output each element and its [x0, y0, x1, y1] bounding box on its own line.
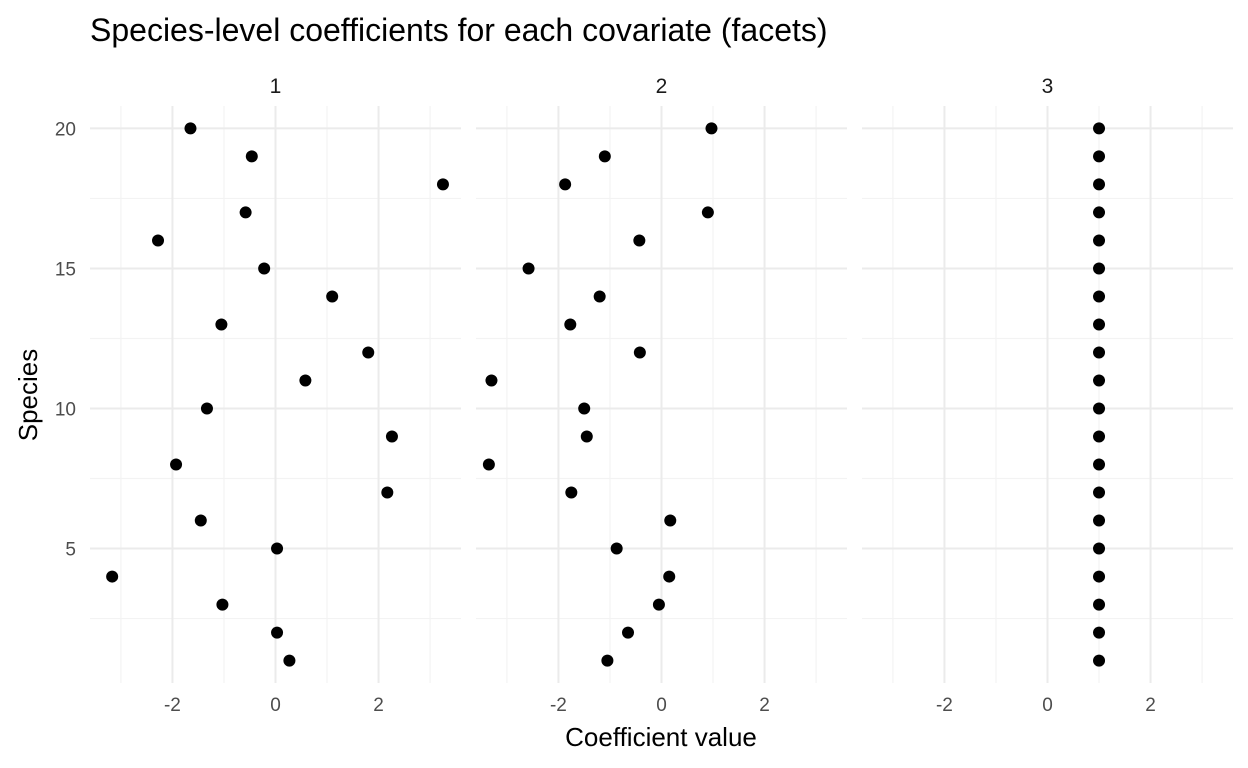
data-point [1093, 654, 1106, 667]
data-point [1093, 150, 1106, 163]
data-point [215, 318, 228, 331]
chart-title: Species-level coefficients for each cova… [90, 12, 828, 48]
y-axis-title: Species [13, 349, 43, 442]
data-point [271, 626, 284, 639]
data-point [652, 598, 665, 611]
data-point [152, 234, 165, 247]
y-tick-label: 5 [65, 540, 76, 561]
data-point [622, 626, 635, 639]
data-point [216, 598, 229, 611]
data-point [258, 262, 271, 275]
x-tick-label: 0 [270, 695, 281, 716]
data-point [559, 178, 572, 191]
data-point [184, 122, 197, 135]
x-tick-label: 2 [759, 695, 770, 716]
data-point [106, 570, 119, 583]
x-tick-label: 0 [656, 695, 667, 716]
facet-label: 2 [656, 75, 668, 98]
x-axis-title: Coefficient value [565, 722, 757, 752]
data-point [1093, 122, 1106, 135]
data-point [1093, 178, 1106, 191]
data-point [633, 234, 646, 247]
data-point [482, 458, 495, 471]
data-point [326, 290, 339, 303]
y-tick-label: 10 [55, 400, 76, 421]
data-point [436, 178, 449, 191]
x-tick-label: -2 [550, 695, 567, 716]
data-point [601, 654, 614, 667]
data-point [381, 486, 394, 499]
data-point [1093, 262, 1106, 275]
facet-panel-1: 1 -2 0 2 [90, 75, 461, 716]
data-point [565, 486, 578, 499]
x-tick-label: 2 [373, 695, 384, 716]
data-point [200, 402, 213, 415]
data-point [1093, 458, 1106, 471]
data-point [271, 542, 284, 555]
data-point [170, 458, 183, 471]
data-point [245, 150, 258, 163]
data-point [663, 570, 676, 583]
y-tick-label: 15 [55, 259, 76, 280]
data-point [1093, 514, 1106, 527]
data-point [1093, 598, 1106, 611]
data-point [385, 430, 398, 443]
data-point [593, 290, 606, 303]
facet-label: 3 [1042, 75, 1054, 98]
x-tick-label: 2 [1145, 695, 1156, 716]
data-point [705, 122, 718, 135]
data-point [1093, 570, 1106, 583]
data-point [633, 346, 646, 359]
data-point [1093, 430, 1106, 443]
data-point [1093, 346, 1106, 359]
data-point [610, 542, 623, 555]
data-point [701, 206, 714, 219]
data-point [1093, 290, 1106, 303]
data-point [578, 402, 591, 415]
x-tick-label: -2 [936, 695, 953, 716]
data-point [1093, 542, 1106, 555]
facet-panel-3: 3 -2 0 2 [862, 75, 1233, 716]
data-point [598, 150, 611, 163]
data-point [564, 318, 577, 331]
facet-panel-2: 2 -2 0 2 [476, 75, 847, 716]
data-point [1093, 486, 1106, 499]
data-point [485, 374, 498, 387]
data-point [283, 654, 296, 667]
y-axis: 5 10 15 20 [55, 119, 76, 560]
facet-panels: 1 -2 0 2 2 -2 0 2 3 -2 0 2 [90, 75, 1233, 716]
data-point [1093, 626, 1106, 639]
data-point [1093, 318, 1106, 331]
data-point [1093, 206, 1106, 219]
data-point [1093, 402, 1106, 415]
data-point [664, 514, 677, 527]
data-point [580, 430, 593, 443]
data-point [522, 262, 535, 275]
data-point [299, 374, 312, 387]
y-tick-label: 20 [55, 119, 76, 140]
data-point [1093, 374, 1106, 387]
x-tick-label: 0 [1042, 695, 1053, 716]
data-point [239, 206, 252, 219]
data-point [1093, 234, 1106, 247]
x-tick-label: -2 [164, 695, 181, 716]
data-point [362, 346, 375, 359]
facet-label: 1 [270, 75, 282, 98]
data-point [194, 514, 207, 527]
